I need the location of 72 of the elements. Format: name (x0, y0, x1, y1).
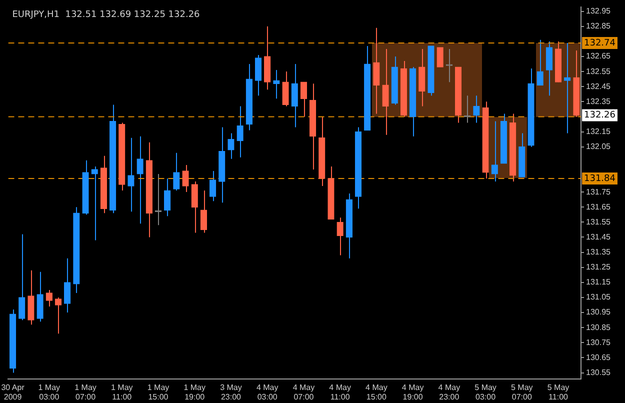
candlestick (18, 234, 26, 321)
x-tick-label: 4 May 11:00 (329, 382, 351, 402)
candlestick (228, 132, 234, 160)
y-tick-label: 132.95 (586, 6, 612, 16)
x-tick-label: 5 May 11:00 (547, 382, 570, 402)
x-tick-label: 4 May 07:00 (292, 382, 315, 402)
y-tick-label: 131.05 (586, 292, 612, 302)
y-tick-label: 131.15 (586, 278, 612, 287)
y-tick-label: 132.35 (586, 96, 612, 106)
annotation: 132.26 (584, 110, 616, 121)
candlestick (36, 271, 44, 322)
candlestick (64, 258, 71, 314)
x-tick-label: 1 May 19:00 (184, 382, 206, 402)
y-tick-label: 130.75 (586, 338, 612, 347)
y-tick-label: 130.55 (586, 368, 612, 377)
candlestick (546, 40, 553, 96)
candlestick (164, 178, 171, 217)
ref-line-label: 131.84 (584, 174, 616, 184)
candlestick (273, 70, 280, 100)
candlestick (336, 217, 344, 256)
ref-line-label: 132.74 (584, 38, 616, 48)
y-tick-label: 131.65 (586, 202, 612, 212)
y-tick-label: 131.35 (586, 247, 612, 256)
candlestick (173, 152, 180, 192)
candlestick (418, 48, 426, 107)
y-tick-label: 130.85 (586, 322, 612, 332)
y-tick-label: 131.75 (586, 187, 612, 196)
x-tick-label: 5 May 03:00 (474, 382, 496, 402)
x-tick-label: 1 May 07:00 (74, 382, 96, 402)
candlestick (28, 270, 34, 326)
candlestick (54, 296, 62, 334)
candlestick (291, 64, 298, 128)
candlestick (46, 289, 52, 308)
candlestick (91, 166, 98, 241)
y-tick-label: 132.15 (586, 127, 612, 136)
candlestick (128, 137, 134, 212)
candlestick (536, 39, 544, 86)
chart-title: EURJPY,H1 132.51 132.69 132.25 132.26 (12, 10, 200, 20)
candlestick (254, 54, 262, 96)
candlestick (209, 170, 216, 202)
y-tick-label: 131.55 (586, 217, 612, 226)
y-tick-label: 132.05 (586, 142, 612, 152)
candlestick (473, 95, 480, 124)
candlestick (136, 136, 144, 224)
x-tick-label: 30 Apr 2009 (1, 382, 25, 402)
candlestick (182, 164, 189, 193)
candlestick (373, 27, 380, 114)
x-tick-label: 5 May 07:00 (511, 382, 533, 402)
x-tick-label: 3 May 23:00 (220, 382, 242, 402)
x-tick-label: 4 May 23:00 (438, 382, 460, 402)
y-tick-label: 132.65 (586, 52, 612, 61)
y-tick-label: 132.85 (586, 22, 612, 31)
y-tick-label: 132.45 (586, 82, 612, 91)
y-tick-label: 130.95 (586, 308, 612, 317)
candlestick (300, 82, 308, 118)
candlestick (236, 106, 244, 158)
x-tick-label: 1 May 03:00 (38, 382, 60, 402)
x-tick-label: 4 May 15:00 (366, 382, 388, 402)
x-tick-label: 4 May 03:00 (256, 382, 278, 402)
x-tick-label: 1 May 11:00 (110, 382, 133, 402)
candlestick (282, 71, 289, 107)
candlestick (382, 48, 389, 136)
x-tick-label: 1 May 15:00 (147, 382, 170, 402)
candlestick (446, 48, 453, 83)
y-tick-label: 131.25 (586, 262, 612, 272)
candlestick (191, 181, 198, 234)
x-tick-label: 4 May 19:00 (402, 382, 424, 402)
candlestick (200, 190, 208, 234)
candlestick (491, 120, 498, 182)
y-tick-label: 131.45 (586, 232, 612, 242)
y-tick-label: 132.55 (586, 66, 612, 76)
y-tick-label: 130.65 (586, 352, 612, 362)
